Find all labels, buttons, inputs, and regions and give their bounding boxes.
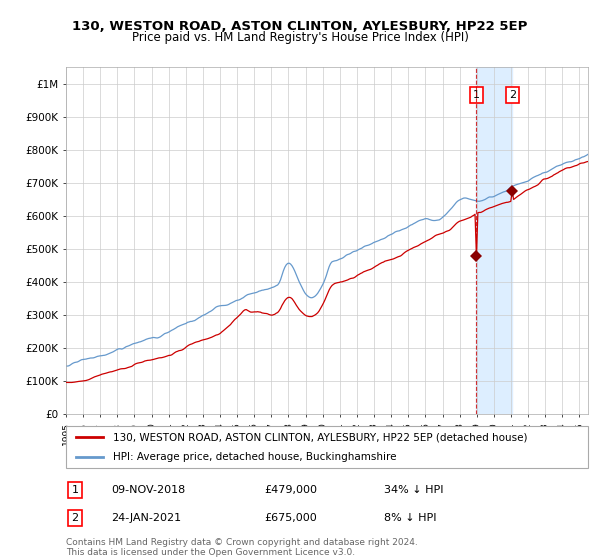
Text: £479,000: £479,000: [264, 485, 317, 495]
Text: Price paid vs. HM Land Registry's House Price Index (HPI): Price paid vs. HM Land Registry's House …: [131, 31, 469, 44]
Text: 130, WESTON ROAD, ASTON CLINTON, AYLESBURY, HP22 5EP (detached house): 130, WESTON ROAD, ASTON CLINTON, AYLESBU…: [113, 432, 527, 442]
Text: 2: 2: [71, 513, 79, 523]
Text: 8% ↓ HPI: 8% ↓ HPI: [384, 513, 437, 523]
Text: 130, WESTON ROAD, ASTON CLINTON, AYLESBURY, HP22 5EP: 130, WESTON ROAD, ASTON CLINTON, AYLESBU…: [73, 20, 527, 32]
Text: £675,000: £675,000: [264, 513, 317, 523]
Text: 1: 1: [71, 485, 79, 495]
FancyBboxPatch shape: [66, 426, 588, 468]
Bar: [476, 67, 512, 414]
Text: 24-JAN-2021: 24-JAN-2021: [111, 513, 181, 523]
Text: 09-NOV-2018: 09-NOV-2018: [111, 485, 185, 495]
Text: 1: 1: [473, 90, 480, 100]
Text: 34% ↓ HPI: 34% ↓ HPI: [384, 485, 443, 495]
Text: 2: 2: [509, 90, 516, 100]
Text: Contains HM Land Registry data © Crown copyright and database right 2024.
This d: Contains HM Land Registry data © Crown c…: [66, 538, 418, 557]
Text: HPI: Average price, detached house, Buckinghamshire: HPI: Average price, detached house, Buck…: [113, 452, 397, 462]
